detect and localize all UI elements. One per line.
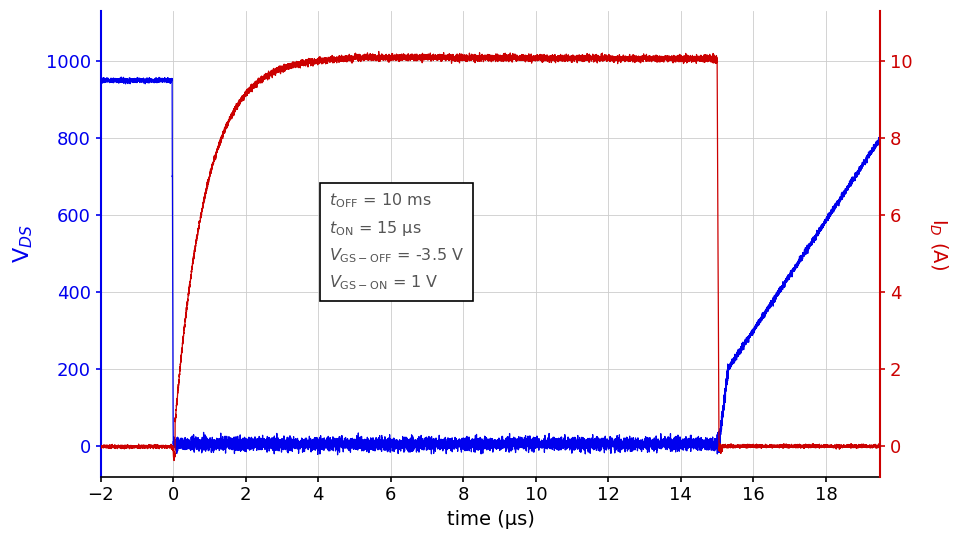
Text: $t_{\mathrm{OFF}}$ = 10 ms
$t_{\mathrm{ON}}$ = 15 µs
$V_{\mathrm{GS-OFF}}$ = -3.: $t_{\mathrm{OFF}}$ = 10 ms $t_{\mathrm{O… [329, 192, 465, 292]
Y-axis label: V$_{DS}$: V$_{DS}$ [12, 225, 35, 263]
X-axis label: time (μs): time (μs) [446, 510, 535, 529]
Y-axis label: I$_D$ (A): I$_D$ (A) [926, 218, 948, 270]
